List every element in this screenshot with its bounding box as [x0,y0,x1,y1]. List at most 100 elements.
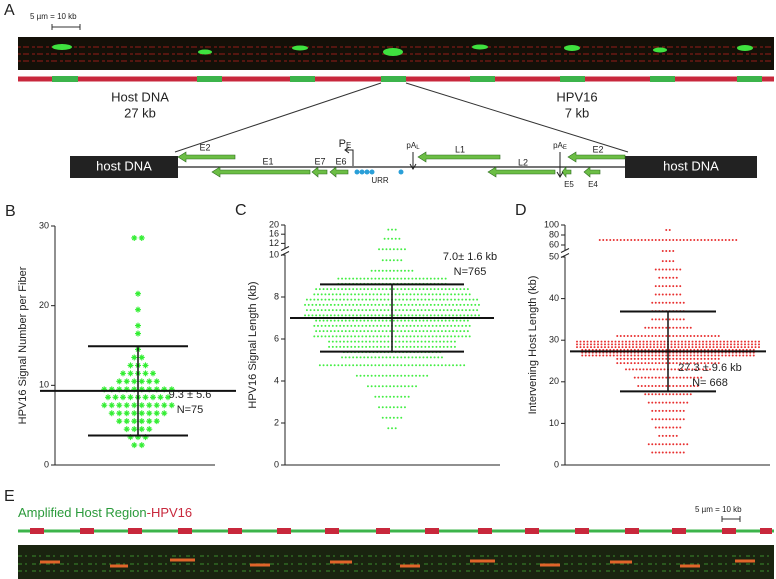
swarm-bin [341,351,443,359]
swarm-bin [135,322,141,329]
y-tick-label: 12 [269,238,279,248]
host-box-label: host DNA [663,158,719,173]
swarm-bin [374,395,410,398]
swarm-bin [127,434,149,441]
swarm-bin [658,434,678,437]
axis-break-gap [561,250,569,257]
host-box [625,156,757,178]
gene-label: E7 [314,156,325,166]
panel-letter: C [235,202,247,219]
y-tick-label: 0 [274,459,279,469]
swarm-bin [135,330,141,337]
annotation: N=765 [454,266,487,278]
swarm-bin [131,234,145,241]
axis-break-gap [281,248,289,255]
swarm-bin [304,309,480,317]
swarm-bin [313,330,471,338]
swarm-bin [644,326,692,329]
panel-letter: B [5,203,16,220]
gene-label: E4 [588,180,598,189]
y-tick-label: 20 [39,300,49,310]
swarm-bin [654,293,682,296]
gene-label: E6 [335,156,346,166]
y-tick-label: 60 [549,239,559,249]
swarm-bin [116,378,160,385]
label-sub: L [416,145,420,151]
y-tick-label: 20 [549,376,559,386]
scale-bar [721,516,741,522]
y-tick-label: 10 [39,380,49,390]
host-length: 27 kb [124,105,156,120]
swarm-bin [387,228,397,231]
y-axis-label: HPV16 Signal Length (kb) [247,281,259,408]
label-main: pA [406,141,416,150]
swarm-bin [651,301,685,304]
swarm-bin [381,416,403,419]
swarm-bin [378,406,406,409]
host-label: Host DNA [111,89,169,104]
annotation: N= 668 [692,377,728,389]
label-main: pA [553,141,563,150]
panel-letter: E [4,488,15,505]
y-tick-label: 10 [269,249,279,259]
y-tick-label: 30 [549,335,559,345]
swarm-bin [665,229,671,231]
scale-bar [51,24,81,30]
y-tick-label: 100 [544,219,559,229]
scale-bar-label: 5 µm = 10 kb [695,505,742,514]
y-axis-label: HPV16 Signal Number per Fiber [17,266,29,424]
y-tick-label: 10 [549,418,559,428]
swarm-bin [658,276,678,279]
swarm-bin [116,418,160,425]
label-main: P [339,138,346,150]
swarm-bin [304,298,480,306]
swarm-bin [101,386,175,393]
gene-label: pAE [553,141,567,150]
y-tick-label: 16 [269,229,279,239]
swarm-bin [381,259,403,262]
panel-letter: D [515,202,527,219]
annotation: 27.3 ± 9.6 kb [678,362,742,374]
gene-label: L2 [518,157,528,167]
zoom-lines [174,82,629,153]
swarm-bin [651,409,685,412]
swarm-bin [108,410,168,417]
swarm-bin [131,442,145,449]
swarm-bin [637,384,699,387]
swarm-bin [135,306,141,313]
swarm-bin [654,268,682,271]
host-box-label: host DNA [96,158,152,173]
swarm-bin [383,237,401,240]
swarm-bin [378,248,406,251]
y-tick-label: 2 [274,417,279,427]
y-axis-label: Intervening Host Length (kb) [527,276,539,415]
gene-arrows [177,151,626,178]
label-sub: E [563,145,567,151]
y-tick-label: 0 [44,459,49,469]
swarm-bin [370,269,414,272]
panel-letter: A [4,2,15,19]
fiber-red-signal [40,558,755,568]
title-red: -HPV16 [147,505,193,520]
urr-sites [354,169,404,175]
gene-label: PE [339,138,352,150]
swarm-bin [651,318,685,321]
swarm-bin [661,260,675,263]
swarm-bin [387,427,397,430]
swarm-bin [654,285,682,288]
host-box [70,156,178,178]
label-sub: E [346,141,351,150]
gene-label: pAL [406,141,420,150]
polya-arrows [409,152,564,178]
gene-label: L1 [455,144,465,154]
y-tick-label: 30 [39,220,49,230]
annotation: 9.3 ± 5.6 [169,389,212,401]
y-tick-label: 40 [549,293,559,303]
hpv-segments [52,76,762,82]
title-green: Amplified Host Region [18,505,147,520]
swarm-bin [366,385,418,388]
swarm-bin [101,402,175,409]
fiber-green-signals [52,44,753,56]
swarm-bin [616,357,720,365]
swarm-bin [355,374,429,377]
